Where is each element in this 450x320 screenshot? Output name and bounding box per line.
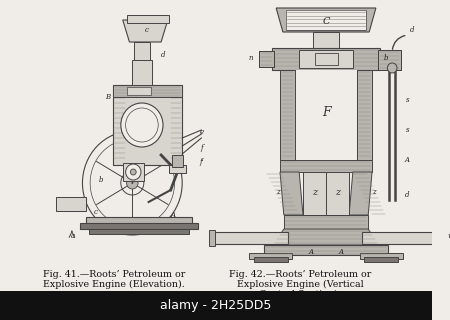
Bar [211, 232, 288, 244]
Text: b: b [383, 54, 388, 62]
Text: d: d [405, 191, 410, 199]
Bar [286, 10, 366, 30]
Text: e: e [199, 128, 203, 136]
Bar [286, 10, 366, 30]
Polygon shape [280, 172, 303, 215]
Bar [123, 163, 144, 181]
Text: C: C [322, 17, 330, 26]
Bar [126, 15, 169, 23]
Bar [378, 50, 401, 70]
Bar [264, 245, 388, 255]
Text: c: c [94, 208, 98, 216]
Bar [437, 230, 443, 246]
Text: Explosive Engine (Vertical: Explosive Engine (Vertical [237, 280, 363, 289]
Bar [0, 291, 432, 320]
Text: z: z [276, 188, 280, 196]
Text: d: d [161, 51, 165, 59]
Bar [364, 257, 398, 262]
Circle shape [121, 103, 163, 147]
Text: s: s [406, 126, 410, 134]
Text: Fig. 42.—Roots’ Petroleum or: Fig. 42.—Roots’ Petroleum or [229, 270, 371, 279]
Text: n: n [249, 54, 253, 62]
Bar [315, 53, 338, 65]
Text: w: w [448, 232, 450, 240]
Bar [169, 165, 186, 173]
Circle shape [126, 177, 138, 189]
Text: B: B [105, 93, 110, 101]
Text: f: f [200, 144, 202, 152]
Bar [113, 85, 182, 97]
Bar [89, 229, 189, 234]
Bar [249, 253, 292, 259]
Text: A: A [308, 248, 313, 256]
Bar [360, 253, 403, 259]
Bar [378, 50, 401, 70]
Text: A: A [339, 248, 344, 256]
Polygon shape [276, 8, 376, 32]
Bar [357, 70, 372, 160]
Text: Central Section).: Central Section). [259, 290, 341, 299]
Bar [284, 215, 368, 229]
Bar [313, 32, 339, 48]
Bar [272, 48, 380, 70]
Polygon shape [349, 172, 372, 215]
Bar [171, 155, 183, 167]
Bar [126, 87, 151, 95]
Text: b: b [99, 176, 103, 184]
Bar [303, 172, 326, 215]
Text: d: d [410, 26, 414, 34]
Bar [132, 60, 152, 86]
Circle shape [126, 164, 141, 180]
Bar [280, 160, 372, 172]
Text: A: A [170, 211, 175, 219]
Text: z: z [372, 188, 376, 196]
Circle shape [82, 131, 182, 235]
Text: a: a [71, 232, 75, 240]
Polygon shape [123, 20, 168, 42]
Text: Fig. 41.—Roots’ Petroleum or: Fig. 41.—Roots’ Petroleum or [43, 270, 185, 279]
Circle shape [130, 169, 136, 175]
Circle shape [387, 63, 397, 73]
Text: f': f' [199, 158, 203, 166]
Text: z: z [335, 188, 340, 196]
Bar [56, 197, 86, 211]
Text: Explosive Engine (Elevation).: Explosive Engine (Elevation). [44, 280, 185, 289]
Circle shape [121, 171, 144, 195]
Bar [362, 232, 439, 244]
Bar [280, 70, 295, 160]
Text: s: s [406, 96, 410, 104]
Polygon shape [273, 229, 379, 245]
Bar [254, 257, 288, 262]
Text: z: z [312, 188, 317, 196]
Bar [326, 172, 349, 215]
Bar [209, 230, 215, 246]
Text: A: A [405, 156, 410, 164]
Bar [86, 217, 192, 225]
Bar [295, 70, 357, 160]
Bar [259, 51, 274, 67]
Bar [299, 50, 353, 68]
Text: c: c [145, 26, 148, 34]
Bar [134, 42, 149, 60]
Bar [113, 85, 182, 165]
Bar [80, 223, 198, 229]
Text: F: F [322, 106, 330, 118]
Text: alamy - 2H25DD5: alamy - 2H25DD5 [160, 299, 271, 312]
Bar [259, 51, 274, 67]
